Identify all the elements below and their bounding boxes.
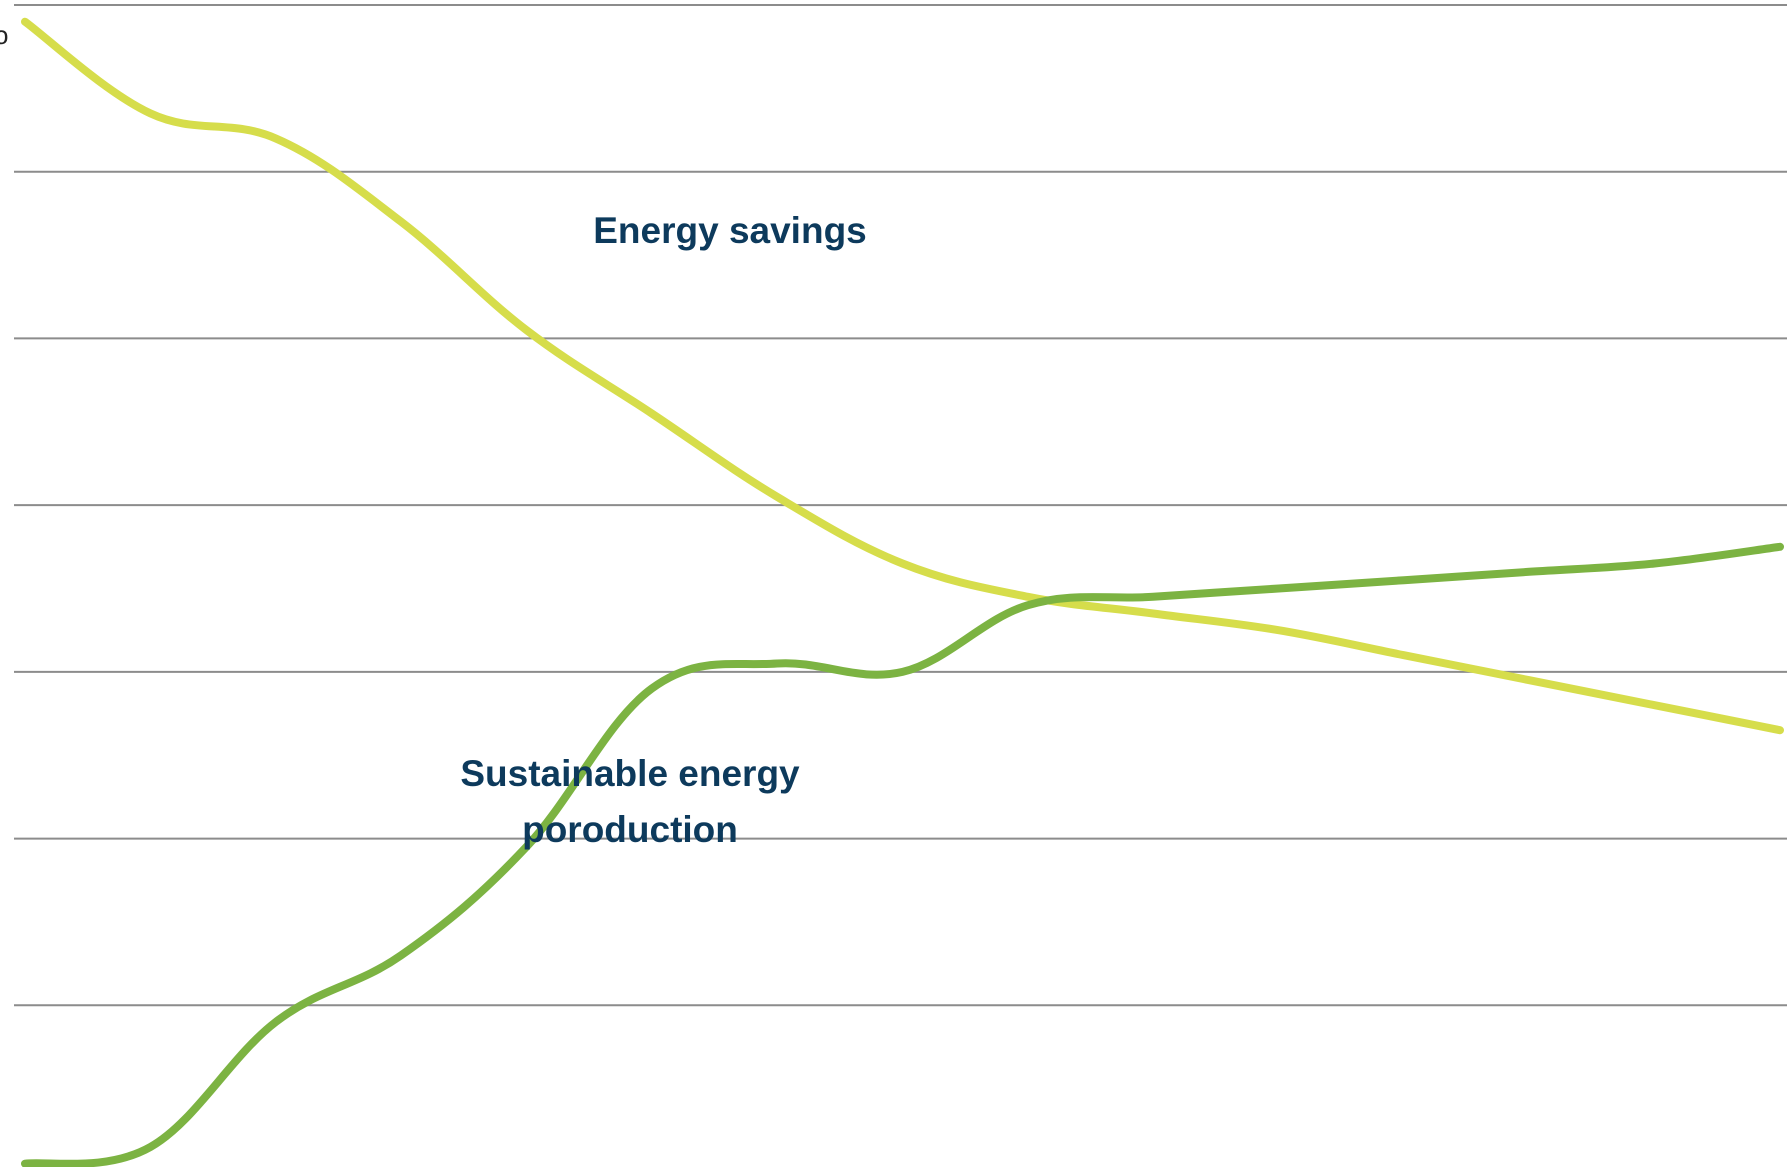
clipped-axis-glyph: o xyxy=(0,20,8,50)
annotations: Energy savings Sustainable energy poroduct… xyxy=(0,20,867,850)
annotation-line: poroduction xyxy=(522,809,738,850)
series-lines xyxy=(21,17,1784,1167)
energy-savings-line xyxy=(21,17,1784,735)
gridlines xyxy=(14,4,1787,1007)
sustainable-production-line xyxy=(21,542,1784,1167)
annotation-line: Sustainable energy xyxy=(460,753,800,794)
sustainable-production-label: Sustainable energy poroduction xyxy=(460,753,800,850)
energy-savings-label: Energy savings xyxy=(593,210,867,251)
annotation-line: Energy savings xyxy=(593,210,867,251)
